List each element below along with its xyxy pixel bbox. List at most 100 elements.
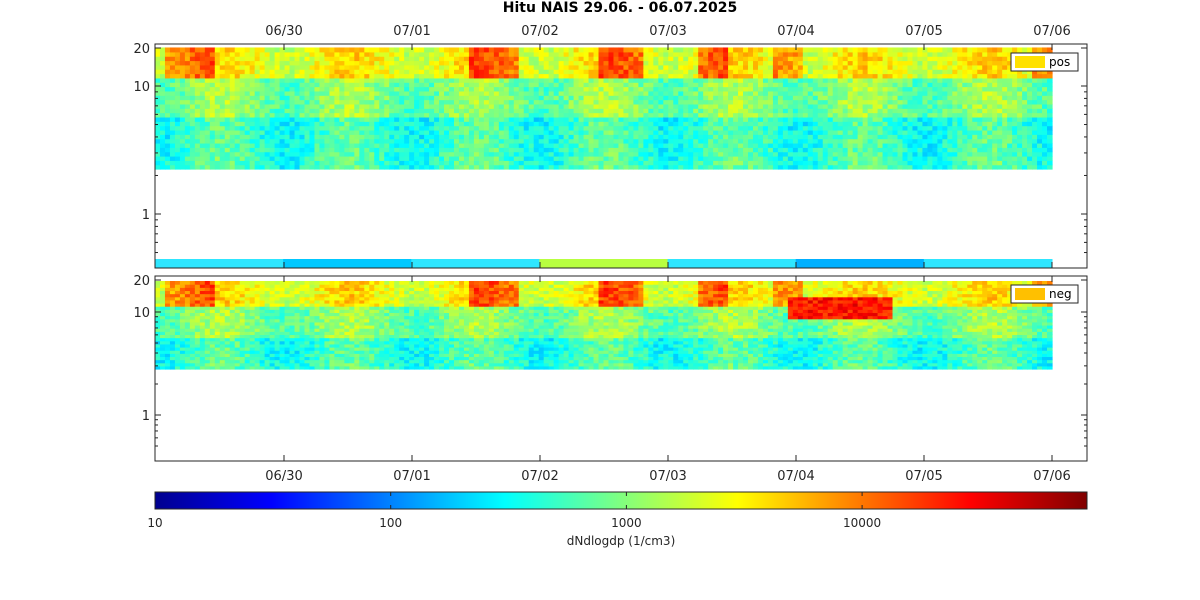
heatmap-cell [902, 69, 909, 75]
heatmap-cell [458, 116, 465, 122]
heatmap-cell [468, 69, 475, 75]
heatmap-cell [578, 147, 585, 153]
heatmap-cell [972, 99, 978, 105]
heatmap-cell [284, 82, 291, 88]
heatmap-cell [349, 69, 355, 75]
heatmap-cell [1007, 103, 1013, 109]
heatmap-cell [219, 73, 226, 79]
heatmap-cell [797, 129, 804, 135]
heatmap-cell [334, 164, 340, 170]
heatmap-cell [493, 116, 500, 122]
heatmap-cell [319, 77, 326, 83]
heatmap-cell [369, 147, 375, 153]
heatmap-cell [673, 138, 679, 144]
heatmap-cell [772, 56, 779, 62]
heatmap-cell [618, 121, 625, 127]
heatmap-cell [713, 129, 719, 135]
heatmap-cell [698, 108, 704, 114]
heatmap-cell [419, 147, 425, 153]
heatmap-cell [907, 112, 914, 118]
heatmap-cell [394, 82, 400, 88]
heatmap-cell [598, 142, 605, 148]
heatmap-cell [563, 160, 570, 166]
heatmap-cell [728, 160, 734, 166]
heatmap-cell [648, 64, 654, 70]
heatmap-cell [439, 125, 445, 131]
heatmap-cell [972, 164, 978, 170]
heatmap-cell [553, 147, 560, 153]
heatmap-cell [304, 112, 311, 118]
heatmap-cell [633, 147, 639, 153]
heatmap-cell [244, 95, 251, 101]
heatmap-cell [528, 129, 535, 135]
heatmap-cell [827, 60, 834, 66]
heatmap-cell [757, 51, 764, 57]
heatmap-cell [777, 64, 784, 70]
heatmap-cell [249, 82, 256, 88]
heatmap-cell [384, 64, 390, 70]
heatmap-cell [294, 69, 301, 75]
heatmap-cell [513, 73, 520, 79]
heatmap-cell [608, 160, 615, 166]
heatmap-cell [364, 112, 370, 118]
heatmap-cell [907, 47, 914, 53]
heatmap-cell [533, 95, 540, 101]
heatmap-cell [757, 160, 764, 166]
heatmap-cell [389, 51, 395, 57]
heatmap-cell [184, 164, 191, 170]
heatmap-cell [713, 147, 719, 153]
heatmap-cell [693, 164, 699, 170]
heatmap-cell [473, 155, 480, 161]
heatmap-cell [329, 108, 335, 114]
heatmap-cell [379, 47, 385, 53]
heatmap-cell [329, 73, 335, 79]
heatmap-cell [199, 108, 206, 114]
heatmap-cell [259, 73, 266, 79]
heatmap-cell [997, 108, 1003, 114]
heatmap-cell [598, 125, 605, 131]
heatmap-cell [329, 147, 335, 153]
heatmap-cell [613, 155, 620, 161]
heatmap-cell [952, 77, 958, 83]
heatmap-cell [379, 82, 385, 88]
heatmap-cell [972, 56, 978, 62]
heatmap-cell [583, 73, 590, 79]
heatmap-cell [543, 160, 550, 166]
heatmap-cell [458, 99, 465, 105]
heatmap-cell [394, 151, 400, 157]
heatmap-cell [723, 90, 729, 96]
heatmap-cell [458, 108, 465, 114]
heatmap-cell [907, 103, 914, 109]
heatmap-cell [304, 51, 311, 57]
heatmap-cell [623, 129, 630, 135]
heatmap-cell [538, 86, 545, 92]
heatmap-cell [488, 160, 495, 166]
heatmap-cell [488, 147, 495, 153]
heatmap-cell [463, 51, 470, 57]
heatmap-cell [812, 103, 819, 109]
heatmap-cell [434, 73, 440, 79]
heatmap-cell [244, 164, 251, 170]
heatmap-cell [204, 155, 211, 161]
heatmap-cell [623, 95, 630, 101]
heatmap-cell [404, 142, 410, 148]
heatmap-cell [787, 64, 794, 70]
heatmap-cell [728, 103, 734, 109]
heatmap-cell [618, 142, 625, 148]
heatmap-cell [274, 95, 281, 101]
heatmap-cell [219, 164, 226, 170]
heatmap-cell [638, 116, 644, 122]
heatmap-cell [289, 95, 296, 101]
heatmap-cell [299, 147, 306, 153]
heatmap-cell [214, 69, 221, 75]
heatmap-cell [917, 90, 924, 96]
heatmap-cell [957, 51, 963, 57]
heatmap-cell [339, 56, 345, 62]
heatmap-cell [324, 86, 331, 92]
heatmap-cell [982, 82, 988, 88]
heatmap-cell [917, 82, 924, 88]
heatmap-cell [538, 160, 545, 166]
heatmap-cell [444, 47, 450, 53]
heatmap-cell [274, 69, 281, 75]
heatmap-cell [314, 134, 321, 140]
